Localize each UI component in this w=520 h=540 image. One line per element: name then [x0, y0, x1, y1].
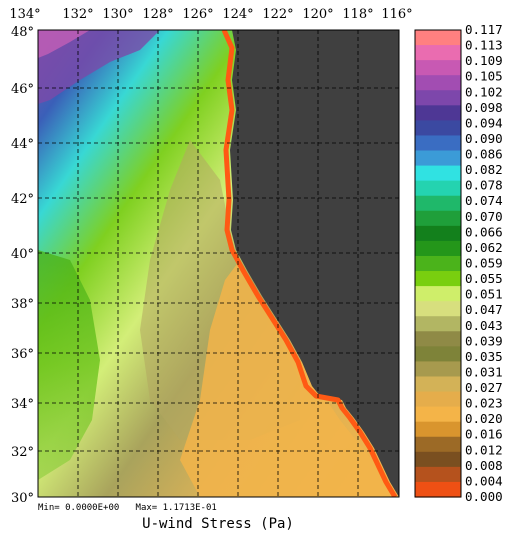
colorbar-label: 0.031 [465, 364, 503, 379]
colorbar-swatch [415, 451, 461, 468]
colorbar-swatch [415, 105, 461, 121]
lon-label: 134° [9, 7, 40, 22]
colorbar-label: 0.039 [465, 333, 503, 348]
colorbar-swatch [415, 90, 461, 106]
colorbar-swatch [415, 225, 461, 242]
land-mass [230, 30, 399, 497]
ocean-north-pink [38, 30, 90, 58]
colorbar-label: 0.016 [465, 427, 503, 442]
colorbar-swatch [415, 286, 461, 302]
lon-label: 128° [142, 7, 173, 22]
colorbar-label: 0.027 [465, 380, 503, 395]
lon-label: 130° [102, 7, 133, 22]
colorbar-label: 0.070 [465, 209, 503, 224]
lat-label: 34° [11, 397, 34, 412]
colorbar-label: 0.090 [465, 131, 503, 146]
colorbar-label: 0.113 [465, 38, 503, 53]
min-max-stats: Min= 0.0000E+00 Max= 1.1713E-01 [38, 503, 217, 513]
ocean-west-green-band [38, 250, 100, 480]
colorbar-label: 0.051 [465, 287, 503, 302]
lon-label: 124° [222, 7, 253, 22]
colorbar-label: 0.078 [465, 178, 503, 193]
colorbar-swatch [415, 301, 461, 317]
map-caption: U-wind Stress (Pa) [142, 516, 294, 532]
colorbar: 0.1170.1130.1090.1050.1020.0980.0940.090… [414, 22, 503, 504]
latitude-labels: 48° 46° 44° 42° 40° 38° 36° 34° 32° 30° [11, 25, 34, 506]
lon-label: 120° [302, 7, 333, 22]
colorbar-label: 0.117 [465, 22, 503, 37]
colorbar-swatch [415, 60, 461, 76]
map-panel [37, 29, 400, 498]
colorbar-swatch [415, 75, 461, 91]
lat-label: 32° [11, 445, 34, 460]
colorbar-swatch [415, 30, 461, 46]
lon-label: 122° [262, 7, 293, 22]
colorbar-swatch [415, 135, 461, 152]
colorbar-frame [414, 29, 462, 498]
colorbar-swatch [415, 346, 461, 363]
graticule [38, 30, 399, 497]
lat-label: 48° [11, 25, 34, 40]
colorbar-swatch [415, 436, 461, 453]
colorbar-label: 0.059 [465, 256, 503, 271]
colorbar-swatch [415, 481, 461, 498]
colorbar-swatch [415, 240, 461, 257]
colorbar-label: 0.047 [465, 302, 503, 317]
coastline [221, 30, 398, 497]
colorbar-label: 0.074 [465, 193, 503, 208]
colorbar-swatch [415, 150, 461, 167]
lat-label: 42° [11, 192, 34, 207]
colorbar-label: 0.043 [465, 318, 503, 333]
longitude-labels: 134° 132° 130° 128° 126° 124° 122° 120° … [9, 7, 412, 22]
colorbar-label: 0.109 [465, 53, 503, 68]
lon-label: 116° [381, 7, 412, 22]
colorbar-label: 0.012 [465, 442, 503, 457]
colorbar-swatch [415, 466, 461, 483]
colorbar-swatch [415, 180, 461, 197]
colorbar-swatch [415, 421, 461, 438]
lat-label: 36° [11, 347, 34, 362]
colorbar-label: 0.035 [465, 349, 503, 364]
colorbar-swatch [415, 316, 461, 332]
colorbar-swatch [415, 331, 461, 347]
lat-label: 30° [11, 491, 34, 506]
colorbar-label: 0.098 [465, 100, 503, 115]
ocean-north-purple [38, 30, 160, 104]
colorbar-label: 0.105 [465, 69, 503, 84]
ocean-orange-coastal [180, 260, 399, 497]
colorbar-swatch [415, 271, 461, 287]
colorbar-label: 0.102 [465, 84, 503, 99]
lon-label: 126° [182, 7, 213, 22]
colorbar-swatch [415, 406, 461, 423]
lon-label: 118° [342, 7, 373, 22]
colorbar-label: 0.004 [465, 473, 503, 488]
colorbar-swatch [415, 165, 461, 182]
colorbar-swatch [415, 45, 461, 61]
colorbar-label: 0.055 [465, 271, 503, 286]
colorbar-swatch [415, 376, 461, 393]
colorbar-swatch [415, 361, 461, 378]
colorbar-swatch [415, 391, 461, 408]
colorbar-label: 0.023 [465, 396, 503, 411]
colorbar-label: 0.066 [465, 224, 503, 239]
colorbar-label: 0.086 [465, 147, 503, 162]
lat-label: 46° [11, 82, 34, 97]
lat-label: 40° [11, 247, 34, 262]
colorbar-label: 0.008 [465, 458, 503, 473]
lat-label: 44° [11, 137, 34, 152]
colorbar-swatch [415, 255, 461, 272]
colorbar-label: 0.020 [465, 411, 503, 426]
colorbar-swatch [415, 210, 461, 227]
lat-label: 38° [11, 297, 34, 312]
colorbar-label: 0.094 [465, 115, 503, 130]
colorbar-swatch [415, 195, 461, 212]
lon-label: 132° [62, 7, 93, 22]
colorbar-label: 0.062 [465, 240, 503, 255]
colorbar-label: 0.000 [465, 489, 503, 504]
colorbar-label: 0.082 [465, 162, 503, 177]
colorbar-swatch [415, 120, 461, 137]
